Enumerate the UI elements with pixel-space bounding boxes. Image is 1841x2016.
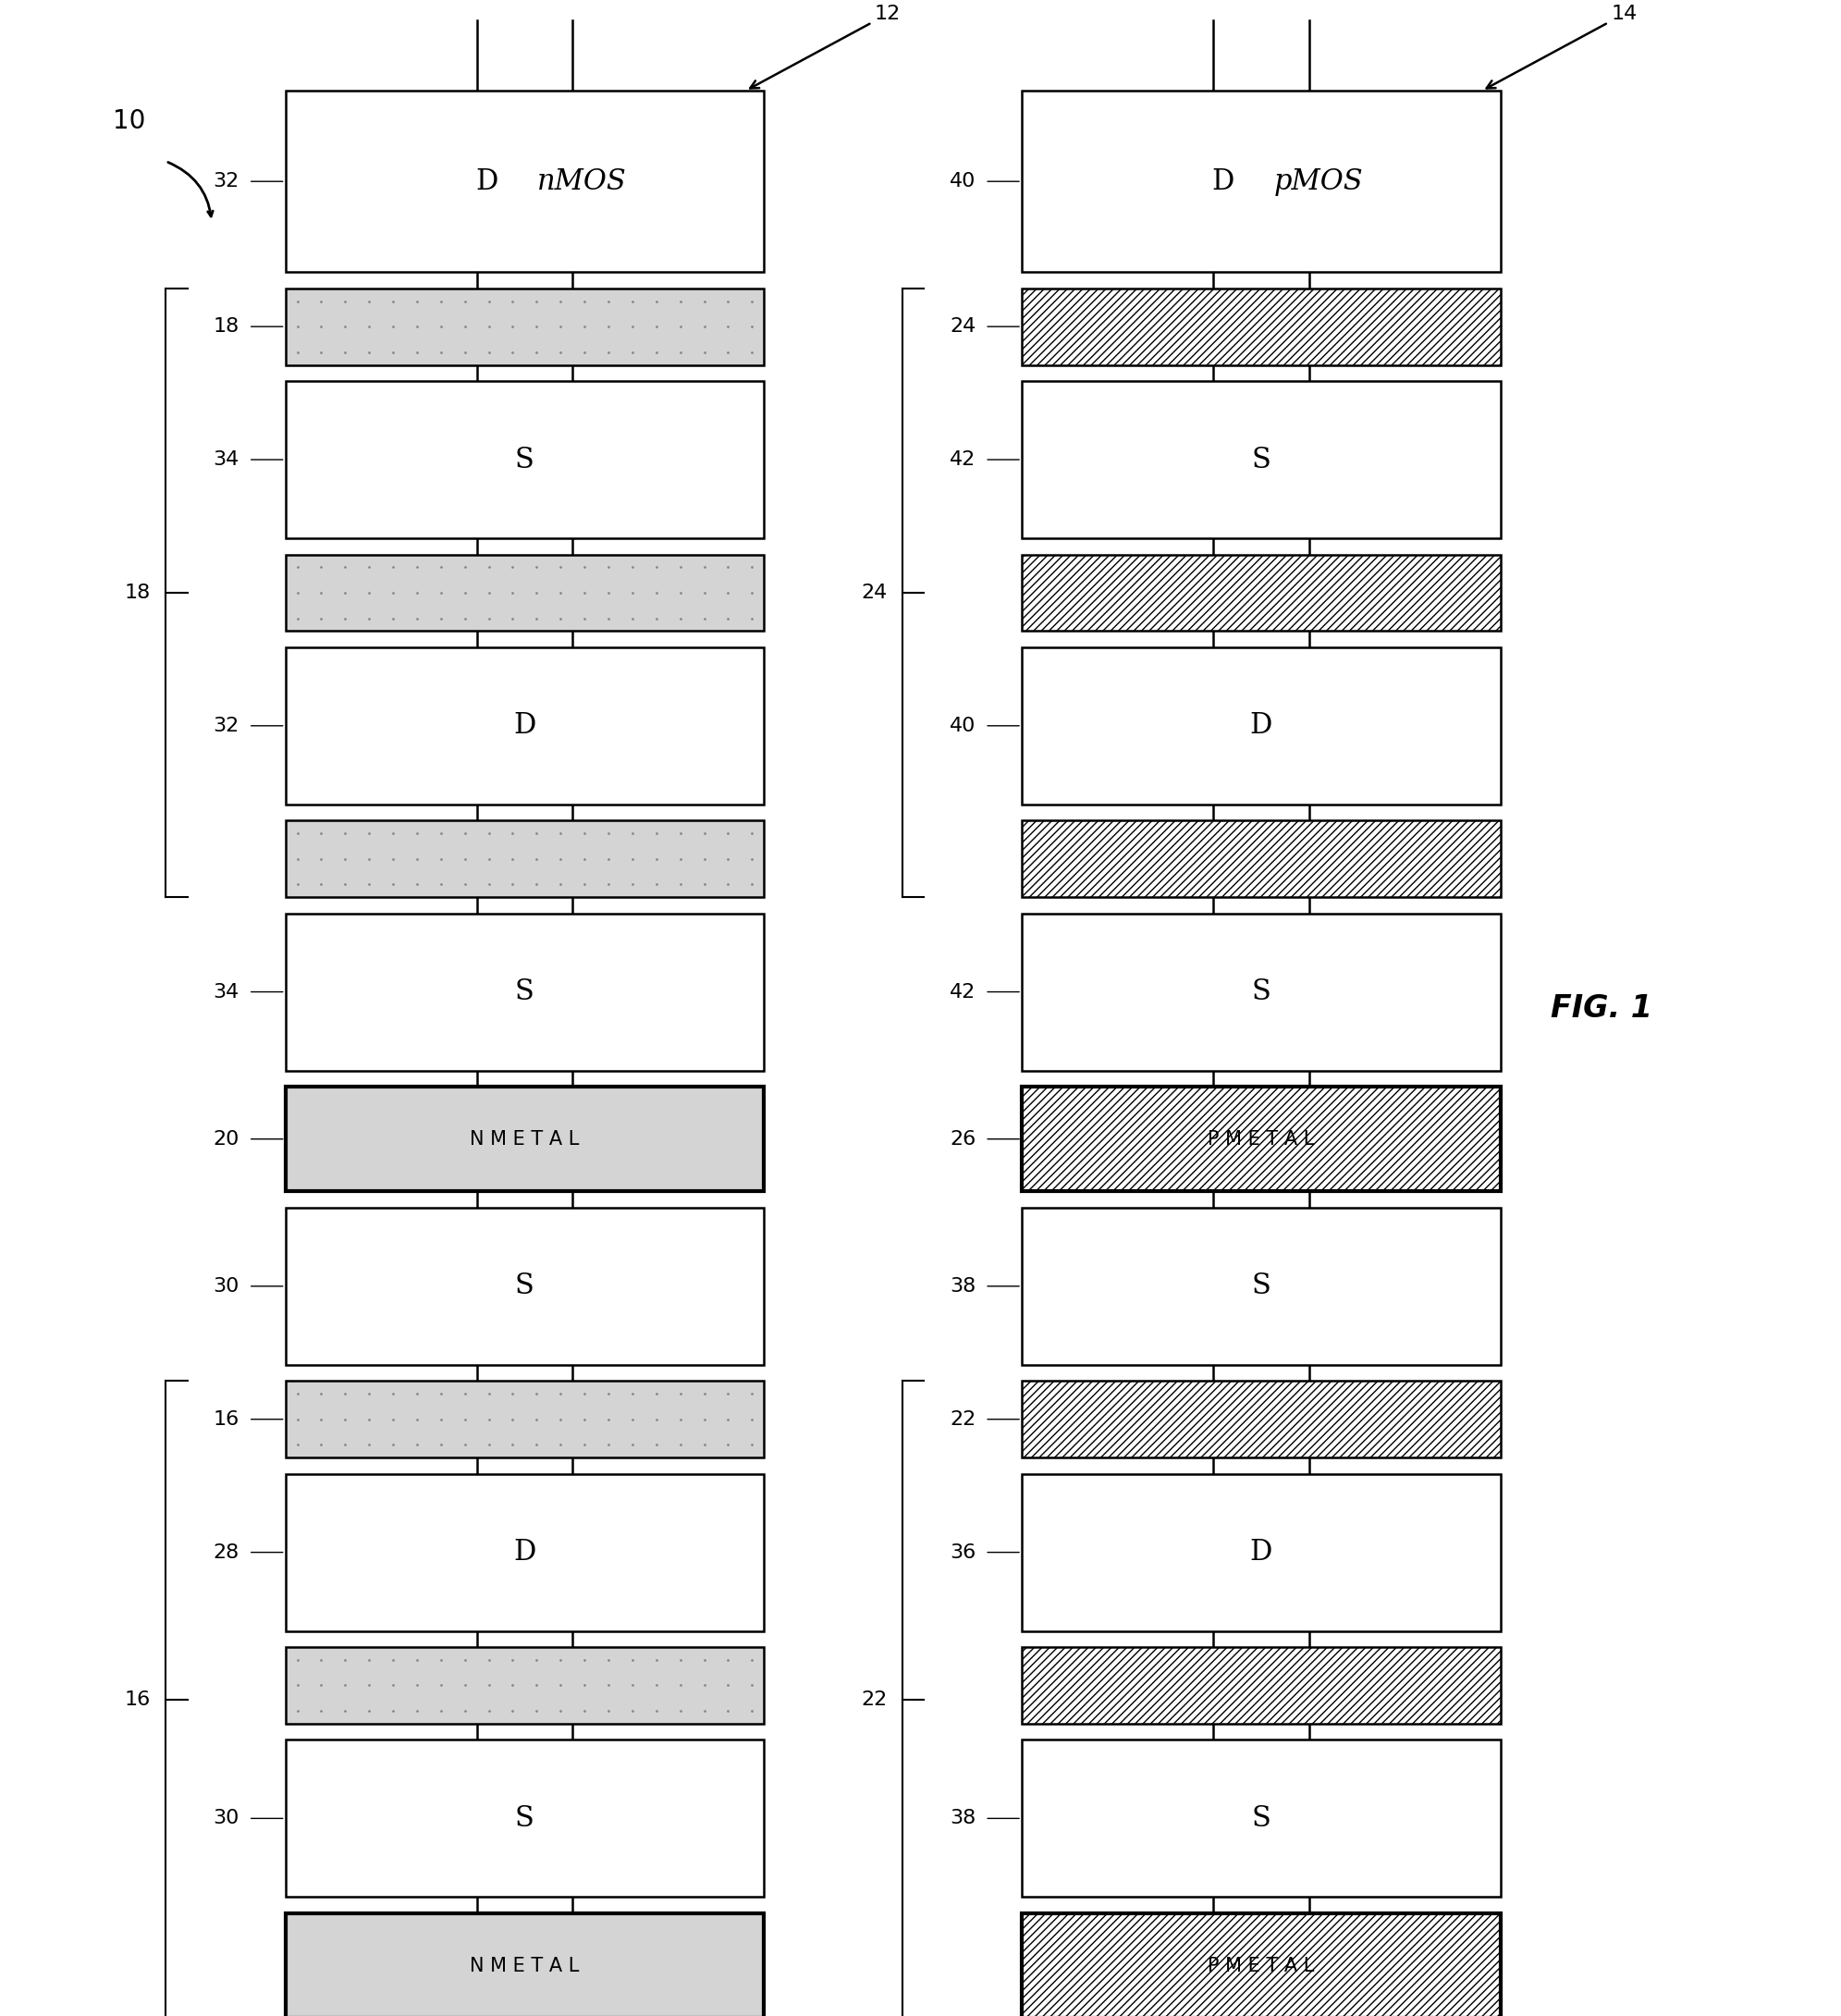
Bar [1022,647,1500,804]
Bar [285,1208,764,1365]
Text: pMOS: pMOS [1274,167,1362,196]
Text: 38: 38 [950,1276,976,1296]
Text: S: S [1252,1804,1270,1833]
Text: N M E T A L: N M E T A L [469,1129,580,1149]
Bar [1022,1087,1500,1191]
Bar [1022,288,1500,365]
Text: P M E T A L: P M E T A L [1208,1129,1314,1149]
Text: S: S [515,446,534,474]
Text: 34: 34 [214,982,239,1002]
Bar [285,288,764,365]
Text: 24: 24 [862,583,887,603]
Text: D: D [475,167,497,196]
Bar [1022,821,1500,897]
Text: 18: 18 [125,583,151,603]
Text: 14: 14 [1486,4,1637,89]
Bar [285,1647,764,1724]
Bar [1022,554,1500,631]
Text: D: D [1250,712,1272,740]
Text: 30: 30 [214,1276,239,1296]
Text: D: D [514,712,536,740]
Bar [285,1740,764,1897]
Text: 40: 40 [950,716,976,736]
Text: P M E T A L: P M E T A L [1208,1956,1314,1976]
Bar [1022,1208,1500,1365]
Text: D: D [1250,1538,1272,1566]
Text: S: S [515,1804,534,1833]
Text: 42: 42 [950,982,976,1002]
Text: 28: 28 [214,1542,239,1562]
Text: 42: 42 [950,450,976,470]
Bar [285,1474,764,1631]
Text: 38: 38 [950,1808,976,1829]
Bar [285,821,764,897]
Text: 40: 40 [950,171,976,192]
Bar [285,1087,764,1191]
Text: S: S [1252,446,1270,474]
Text: S: S [1252,1272,1270,1300]
Text: S: S [1252,978,1270,1006]
Text: 18: 18 [214,317,239,337]
Bar [285,647,764,804]
Bar [285,91,764,272]
Bar [1022,913,1500,1070]
Bar [285,1381,764,1458]
Text: D: D [514,1538,536,1566]
Text: 24: 24 [950,317,976,337]
Text: 22: 22 [950,1409,976,1429]
Bar [1022,1381,1500,1458]
Text: 16: 16 [125,1689,151,1710]
Bar [285,554,764,631]
Text: 20: 20 [214,1129,239,1149]
Text: 32: 32 [214,171,239,192]
Text: D: D [1211,167,1233,196]
Bar [1022,381,1500,538]
Bar [1022,1474,1500,1631]
Text: 10: 10 [112,109,145,133]
Text: 30: 30 [214,1808,239,1829]
Bar [1022,1647,1500,1724]
Text: 32: 32 [214,716,239,736]
Bar [1022,1913,1500,2016]
Text: 22: 22 [862,1689,887,1710]
Text: S: S [515,1272,534,1300]
Bar [1022,91,1500,272]
Bar [285,381,764,538]
Text: FIG. 1: FIG. 1 [1550,992,1653,1024]
Text: S: S [515,978,534,1006]
Text: 36: 36 [950,1542,976,1562]
Text: 12: 12 [749,4,900,89]
Text: N M E T A L: N M E T A L [469,1956,580,1976]
Text: nMOS: nMOS [538,167,626,196]
Bar [1022,1740,1500,1897]
Text: 34: 34 [214,450,239,470]
Text: 26: 26 [950,1129,976,1149]
Bar [285,1913,764,2016]
Text: 16: 16 [214,1409,239,1429]
Bar [285,913,764,1070]
